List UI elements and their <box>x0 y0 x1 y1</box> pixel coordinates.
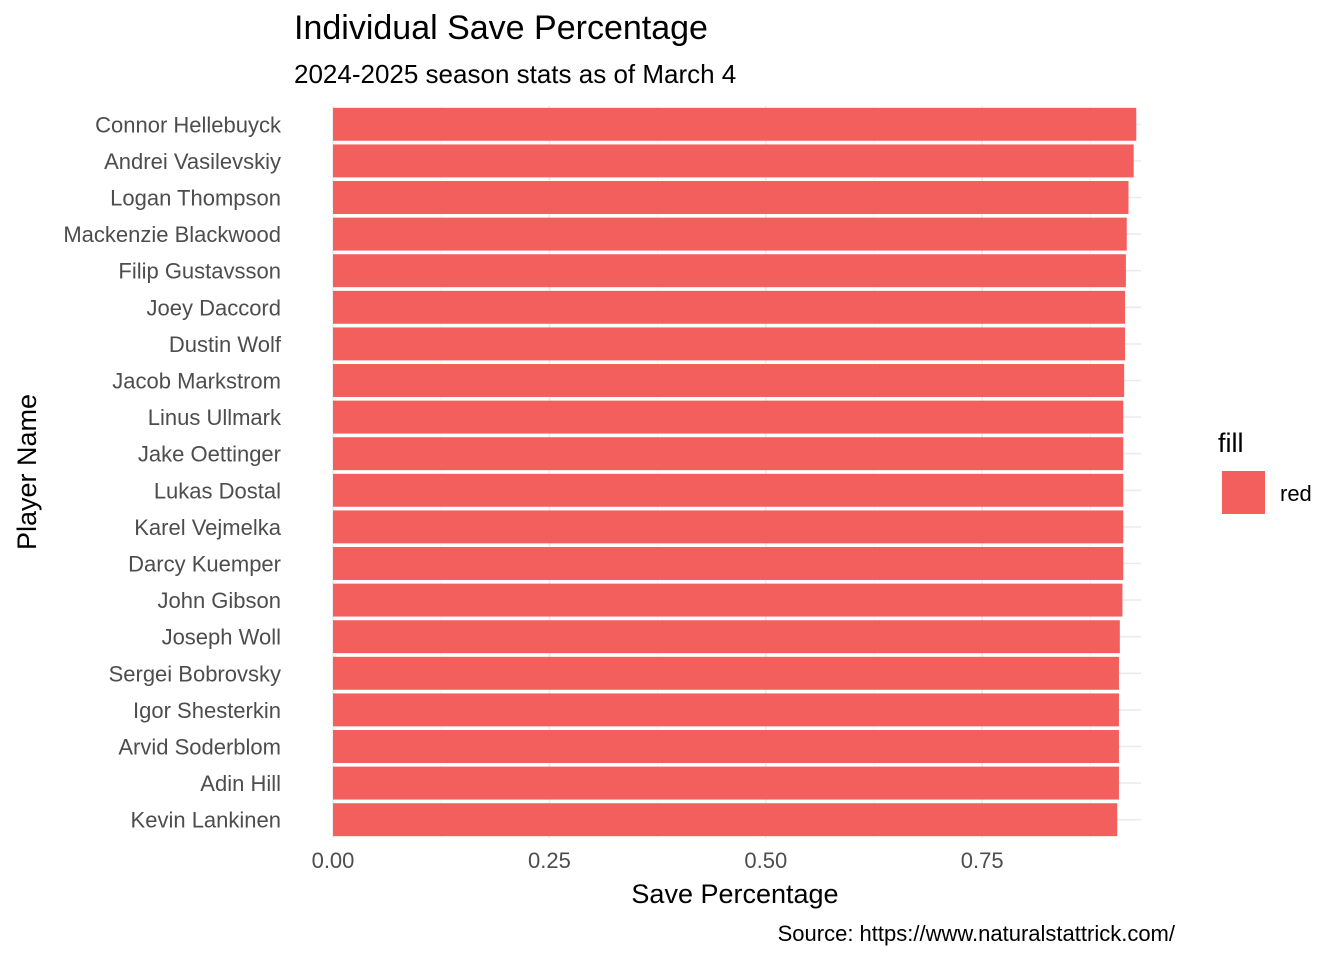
legend-title: fill <box>1218 428 1244 458</box>
chart-subtitle: 2024-2025 season stats as of March 4 <box>294 59 736 89</box>
legend: fill red <box>1218 428 1312 514</box>
x-axis-title: Save Percentage <box>631 879 838 909</box>
bar <box>333 327 1126 361</box>
bar <box>333 144 1134 178</box>
legend-label: red <box>1280 481 1312 506</box>
bar <box>333 620 1120 654</box>
chart-title: Individual Save Percentage <box>294 9 708 47</box>
y-tick-label: Sergei Bobrovsky <box>109 661 281 686</box>
y-tick-label: Joey Daccord <box>146 295 281 320</box>
bar <box>333 510 1124 544</box>
y-tick-label: Linus Ullmark <box>148 405 282 430</box>
x-axis-tick-labels: 0.00 0.25 0.50 0.75 <box>312 848 1004 873</box>
y-tick-label: Logan Thompson <box>110 186 281 211</box>
x-tick-label: 0.50 <box>744 848 787 873</box>
x-tick-label: 0.75 <box>961 848 1004 873</box>
bar <box>333 290 1126 324</box>
bar <box>333 693 1119 727</box>
y-tick-label: Mackenzie Blackwood <box>63 222 281 247</box>
bar <box>333 803 1118 837</box>
y-tick-label: Joseph Woll <box>162 625 281 650</box>
bar <box>333 437 1124 471</box>
y-tick-label: Andrei Vasilevskiy <box>104 149 281 174</box>
chart-caption: Source: https://www.naturalstattrick.com… <box>778 921 1176 946</box>
grid-lines <box>332 106 1141 838</box>
bar <box>333 656 1119 690</box>
bar <box>333 473 1124 507</box>
y-tick-label: Karel Vejmelka <box>134 515 282 540</box>
bar <box>333 400 1124 434</box>
y-tick-label: Dustin Wolf <box>169 332 282 357</box>
y-tick-label: Adin Hill <box>200 771 281 796</box>
y-tick-label: Kevin Lankinen <box>131 808 281 833</box>
bar <box>333 217 1127 251</box>
bar <box>333 107 1137 141</box>
y-tick-label: Jacob Markstrom <box>112 369 281 394</box>
x-tick-label: 0.25 <box>528 848 571 873</box>
legend-key-swatch <box>1222 471 1265 514</box>
bar <box>333 547 1124 580</box>
y-tick-label: Lukas Dostal <box>154 478 281 503</box>
bar <box>333 730 1119 763</box>
y-tick-label: Jake Oettinger <box>138 442 281 467</box>
bar <box>333 583 1123 617</box>
y-axis-title: Player Name <box>12 394 42 550</box>
y-tick-label: Filip Gustavsson <box>118 259 281 284</box>
x-tick-label: 0.00 <box>312 848 355 873</box>
y-tick-label: Igor Shesterkin <box>133 698 281 723</box>
bar <box>333 766 1119 800</box>
y-tick-label: John Gibson <box>157 588 281 613</box>
y-tick-label: Arvid Soderblom <box>118 735 281 760</box>
y-tick-label: Connor Hellebuyck <box>95 112 282 137</box>
bar <box>333 181 1129 214</box>
y-axis-tick-labels: Connor Hellebuyck Andrei Vasilevskiy Logan… <box>63 112 282 832</box>
bar <box>333 364 1125 397</box>
bar <box>333 254 1126 288</box>
y-tick-label: Darcy Kuemper <box>128 552 281 577</box>
bars <box>333 107 1137 837</box>
